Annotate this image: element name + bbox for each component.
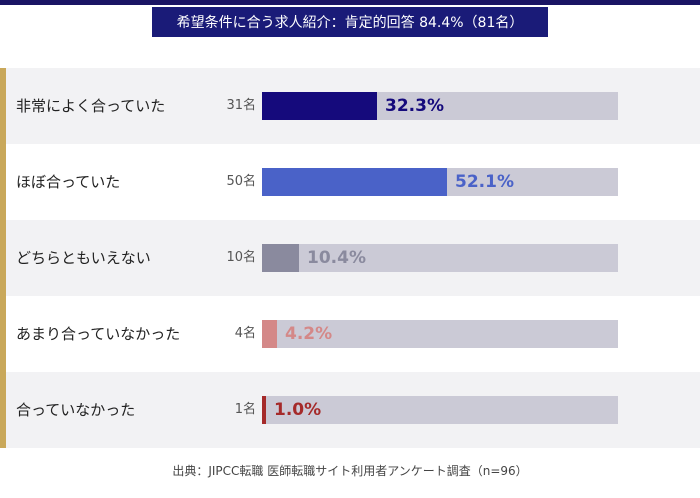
bar [262, 92, 377, 120]
bar-track [262, 168, 618, 196]
chart-title: 希望条件に合う求人紹介：肯定的回答 84.4%（81名） [152, 7, 548, 37]
bar-row: 合っていなかった 1名 1.0% [6, 372, 700, 448]
count-label: 50名 [226, 174, 256, 189]
accent-bar [0, 68, 6, 448]
bar [262, 320, 277, 348]
value-label: 1.0% [274, 400, 322, 420]
category-label: あまり合っていなかった [16, 325, 181, 343]
count-label: 1名 [234, 402, 256, 417]
category-label: 非常によく合っていた [16, 97, 166, 115]
bar-track [262, 92, 618, 120]
category-label: どちらともいえない [16, 249, 151, 267]
bar [262, 396, 266, 424]
value-label: 10.4% [307, 248, 366, 268]
value-label: 52.1% [455, 172, 514, 192]
bar-track [262, 320, 618, 348]
top-rule [0, 0, 700, 5]
count-label: 4名 [234, 326, 256, 341]
bar-row: 非常によく合っていた 31名 32.3% [6, 68, 700, 144]
bar-track [262, 396, 618, 424]
bar-row: ほぼ合っていた 50名 52.1% [6, 144, 700, 220]
bar [262, 244, 299, 272]
count-label: 10名 [226, 250, 256, 265]
value-label: 4.2% [285, 324, 333, 344]
source-note: 出典：JIPCC転職 医師転職サイト利用者アンケート調査（n=96） [172, 464, 528, 478]
count-label: 31名 [226, 98, 256, 113]
bar-row: どちらともいえない 10名 10.4% [6, 220, 700, 296]
bar-track [262, 244, 618, 272]
category-label: 合っていなかった [16, 401, 136, 419]
bar [262, 168, 447, 196]
category-label: ほぼ合っていた [16, 173, 121, 191]
bar-row: あまり合っていなかった 4名 4.2% [6, 296, 700, 372]
value-label: 32.3% [385, 96, 444, 116]
